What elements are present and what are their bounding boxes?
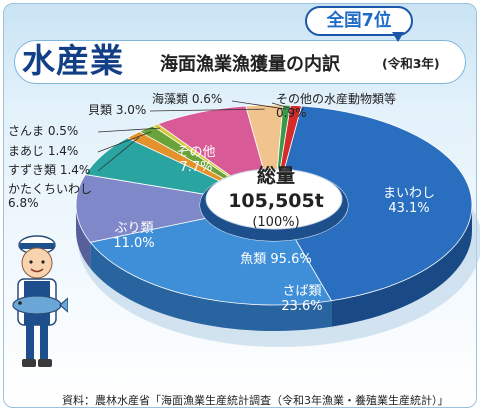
title-box [14,40,466,84]
slice-label-saba: さば類 23.6% [281,284,323,314]
total-percent: (100%) [252,215,300,230]
slice-label-seaweed: 海藻類 0.6% [152,92,223,106]
leader-line-9 [231,100,287,110]
page-title: 水産業 [22,41,124,80]
year-label: (令和3年) [382,56,440,71]
leader-line-6 [97,127,161,133]
total-label: 総量 [256,165,295,187]
slice-label-katakuchi: かたくちいわし 6.8% [8,182,93,210]
slice-label-other-aquatic: その他の水産動物類等 0.9% [276,92,397,120]
center-plate [205,168,343,230]
slice-label-other-fish: その他 7.7% [176,145,216,175]
slice-label-maiwashi: まいわし 43.1% [382,186,435,216]
slice-label-sanma: さんま 0.5% [8,124,79,138]
slice-label-buri: ぶり類 11.0% [113,221,155,251]
leader-line-8 [149,108,265,112]
slice-label-shellfish: 貝類 3.0% [88,103,147,117]
slice-side-0 [331,205,472,327]
fisherman-icon [12,235,68,367]
slice-label-maaji: まあじ 1.4% [8,144,79,158]
source-note: 資料：農林水産省「海面漁業生産統計調査（令和3年漁業・養殖業生産統計）」 [62,394,449,407]
slice-label-suzuki: すずき類 1.4% [8,163,91,177]
rank-badge: 全国7位 [305,6,413,36]
rank-badge-tail [392,32,404,42]
page-subtitle: 海面漁業漁獲量の内訳 [160,54,340,75]
leader-line-10 [271,102,296,110]
total-value: 105,505t [228,190,324,212]
fish-group-label: 魚類 95.6% [240,252,312,267]
slice-side-1 [90,242,332,331]
leader-line-4 [97,137,140,172]
leader-line-5 [97,131,152,153]
slice-side-2 [76,205,91,269]
